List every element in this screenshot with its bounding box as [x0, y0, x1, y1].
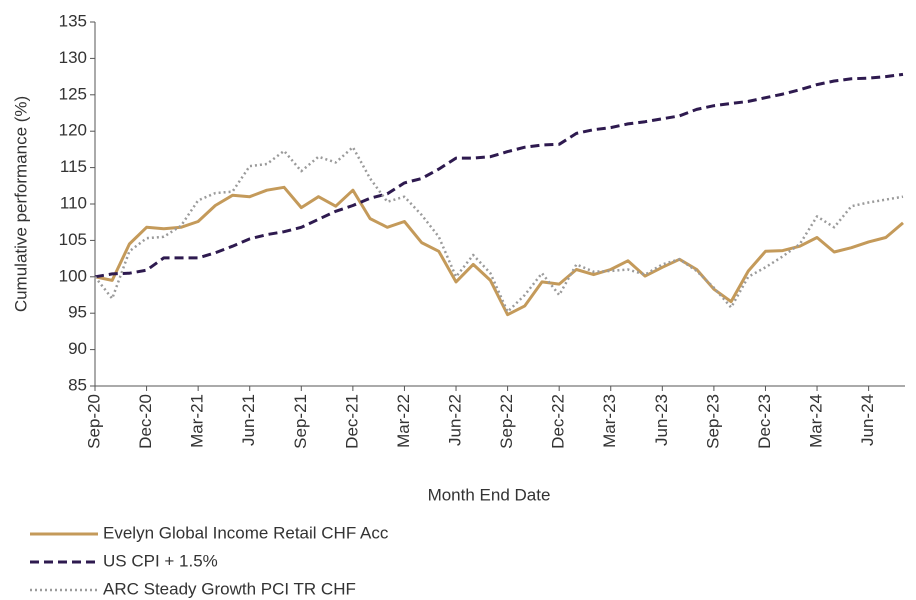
x-tick-label: Jun-21 [239, 394, 258, 446]
x-tick-label: Jun-22 [446, 394, 465, 446]
y-tick-label: 115 [60, 157, 87, 176]
series-line [94, 72, 904, 279]
y-tick-label: 90 [68, 339, 87, 358]
x-tick-label: Dec-20 [136, 394, 155, 449]
x-tick-label: Dec-22 [549, 394, 568, 449]
x-tick-label: Dec-23 [755, 394, 774, 449]
y-tick-label: 105 [59, 230, 87, 249]
y-axis-title: Cumulative performance (%) [11, 96, 30, 312]
y-tick-label: 100 [59, 266, 87, 285]
legend-label: US CPI + 1.5% [103, 551, 218, 570]
x-tick-label: Jun-23 [652, 394, 671, 446]
x-tick-label: Mar-22 [394, 394, 413, 448]
series-line [94, 145, 904, 313]
legend-label: ARC Steady Growth PCI TR CHF [103, 579, 356, 598]
x-tick-label: Sep-22 [497, 394, 516, 449]
y-tick-label: 95 [68, 303, 87, 322]
x-tick-label: Dec-21 [342, 394, 361, 449]
x-tick-label: Jun-24 [858, 394, 877, 446]
y-tick-label: 85 [68, 375, 87, 394]
y-tick-label: 135 [59, 11, 87, 30]
x-tick-label: Sep-23 [703, 394, 722, 449]
y-tick-label: 125 [59, 84, 87, 103]
x-tick-label: Sep-21 [291, 394, 310, 449]
legend-label: Evelyn Global Income Retail CHF Acc [103, 523, 389, 542]
x-tick-label: Sep-20 [84, 394, 103, 449]
y-tick-label: 110 [60, 193, 87, 212]
series-line [94, 185, 904, 317]
x-tick-label: Mar-24 [807, 394, 826, 448]
x-axis-title: Month End Date [428, 485, 551, 504]
x-tick-label: Mar-21 [188, 394, 207, 448]
x-tick-label: Mar-23 [600, 394, 619, 448]
y-tick-label: 120 [59, 121, 87, 140]
y-tick-label: 130 [59, 48, 87, 67]
